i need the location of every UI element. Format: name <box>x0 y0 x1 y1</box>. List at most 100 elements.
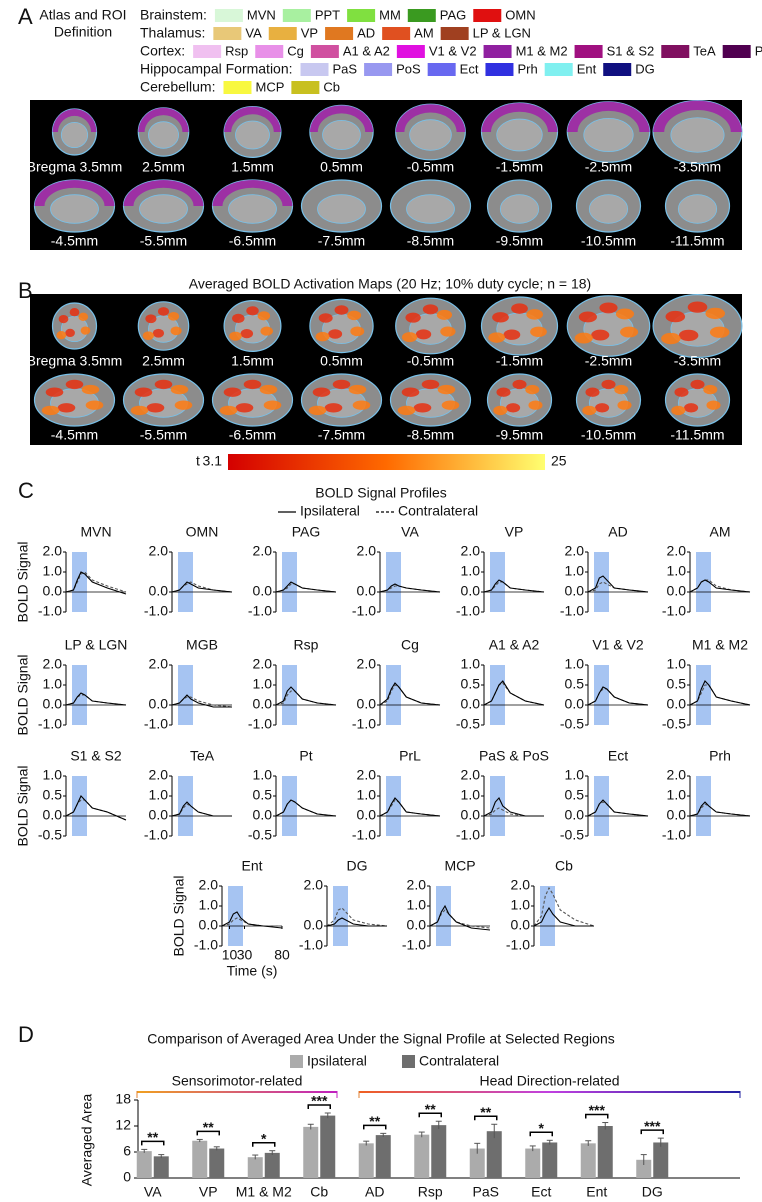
activation <box>397 405 416 416</box>
y-tick-label: 0.0 <box>253 807 273 823</box>
activation <box>687 301 708 313</box>
legend-label: PoS <box>396 61 421 76</box>
legend-swatch <box>214 9 243 22</box>
panel-letter: D <box>18 1022 34 1047</box>
signal-profile <box>483 797 544 817</box>
stimulus-band <box>594 665 609 725</box>
significance-label: * <box>539 1120 545 1136</box>
panel-a-title: Atlas and ROI <box>39 7 126 23</box>
bar <box>414 1134 430 1178</box>
legend-swatch <box>282 9 311 22</box>
x-tick-label: M1 & M2 <box>236 1184 292 1200</box>
legend-label: PaS <box>333 61 358 76</box>
brain-inner <box>60 121 89 149</box>
activation <box>530 326 547 338</box>
x-tick-label: Ent <box>586 1184 607 1200</box>
activation <box>243 379 262 390</box>
y-tick-label: 0.0 <box>304 917 324 933</box>
stimulus-band <box>490 665 505 725</box>
legend-label: S1 & S2 <box>607 43 655 58</box>
x-tick-label: PaS <box>473 1184 499 1200</box>
y-tick-label: 6 <box>123 1143 131 1159</box>
bar <box>431 1125 447 1178</box>
y-tick-label: -1.0 <box>299 937 323 953</box>
stimulus-band <box>436 886 451 946</box>
activation <box>145 314 157 324</box>
activation <box>219 405 238 416</box>
y-tick-label: 1.0 <box>149 787 169 803</box>
bar <box>153 1156 169 1178</box>
slice-label: -0.5mm <box>407 159 454 175</box>
legend-swatch <box>661 45 690 58</box>
signal-profile <box>533 886 595 927</box>
activation <box>614 384 629 395</box>
bar <box>136 1151 152 1178</box>
slice-label: -5.5mm <box>140 427 187 443</box>
x-tick-label: Cb <box>310 1184 328 1200</box>
atlas-cortex <box>138 107 189 132</box>
activation <box>240 329 254 339</box>
y-tick-label: -1.0 <box>456 827 480 843</box>
significance-bracket <box>529 1131 553 1137</box>
y-tick-label: 1.0 <box>253 767 273 783</box>
y-tick-label: 1.0 <box>565 656 585 672</box>
activation <box>78 312 89 321</box>
significance-bracket <box>418 1112 442 1118</box>
signal-profile <box>429 909 491 929</box>
signal-profile <box>689 680 751 706</box>
activation <box>441 400 460 410</box>
activation <box>347 310 362 321</box>
stimulus-band <box>696 552 711 612</box>
activation <box>506 403 521 413</box>
activation <box>45 387 64 397</box>
legend-label: PAG <box>440 7 467 22</box>
slice-label: -8.5mm <box>407 233 454 249</box>
significance-label: ** <box>425 1101 436 1117</box>
y-tick-label: 0.0 <box>149 807 169 823</box>
activation <box>706 400 721 410</box>
activation <box>703 384 718 395</box>
activation <box>440 326 456 337</box>
plot-title: Pt <box>299 748 312 764</box>
y-tick-label: 2.0 <box>149 543 169 559</box>
legend-label: Cb <box>323 79 340 94</box>
legend-swatch <box>364 63 393 76</box>
stimulus-band <box>696 665 711 725</box>
legend-swatch <box>268 27 297 40</box>
activation <box>684 403 699 413</box>
stimulus-band <box>228 886 243 946</box>
slice-label: Bregma 3.5mm <box>27 159 123 175</box>
activation <box>617 400 632 410</box>
activation <box>308 405 327 416</box>
y-tick-label: 1.0 <box>407 897 427 913</box>
atlas-cortex <box>52 109 97 132</box>
legend-swatch <box>603 63 632 76</box>
significance-bracket <box>474 1115 498 1121</box>
legend-label: AD <box>357 25 375 40</box>
y-tick-label: -1.0 <box>248 603 272 619</box>
y-tick-label: 1.0 <box>43 676 63 692</box>
significance-bracket <box>307 1104 331 1109</box>
signal-profile <box>221 911 283 929</box>
y-tick-label: 2.0 <box>461 767 481 783</box>
y-tick-label: -1.0 <box>352 716 376 732</box>
activation <box>492 312 509 323</box>
signal-profile <box>483 579 545 593</box>
legend-label: Ent <box>577 61 597 76</box>
plot-title: PrL <box>399 748 421 764</box>
slice-label: -6.5mm <box>229 233 276 249</box>
y-tick-label: 2.0 <box>304 877 324 893</box>
legend-swatch <box>310 45 339 58</box>
atlas-cortex <box>123 180 204 206</box>
legend-label: M1 & M2 <box>516 43 568 58</box>
legend-label: Rsp <box>225 43 248 58</box>
y-axis-label: BOLD Signal <box>171 876 187 957</box>
y-tick-label: 1.0 <box>461 563 481 579</box>
stimulus-band <box>540 886 555 946</box>
brain-inner <box>406 194 455 224</box>
group-label: Cerebellum: <box>140 79 215 95</box>
significance-label: ** <box>369 1113 380 1129</box>
y-tick-label: 2.0 <box>357 543 377 559</box>
